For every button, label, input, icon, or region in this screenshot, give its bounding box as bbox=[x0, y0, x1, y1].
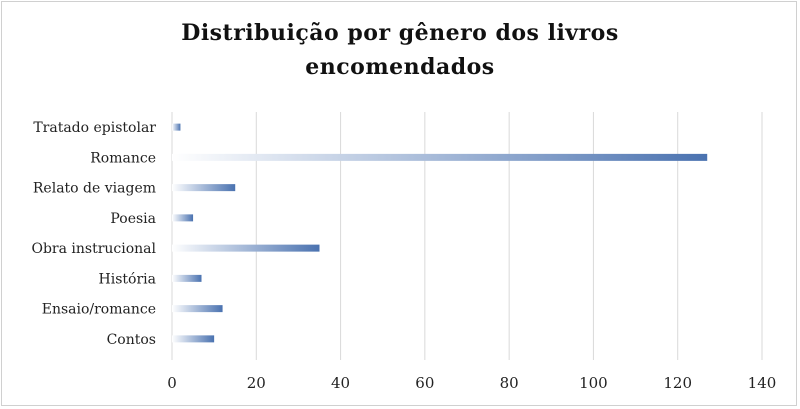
chart-title: Distribuição por gênero dos livros encom… bbox=[2, 16, 798, 84]
x-tick-label: 80 bbox=[500, 374, 519, 392]
category-label: Relato de viagem bbox=[33, 181, 156, 197]
category-label: Contos bbox=[107, 332, 156, 348]
x-tick-label: 120 bbox=[663, 374, 692, 392]
category-label: Ensaio/romance bbox=[42, 302, 156, 318]
bars bbox=[172, 123, 708, 343]
x-tick-label: 140 bbox=[748, 374, 777, 392]
x-tick-label: 20 bbox=[247, 374, 266, 392]
bar bbox=[172, 335, 215, 343]
x-tick-label: 60 bbox=[415, 374, 434, 392]
chart-title-line-2: encomendados bbox=[305, 54, 495, 80]
category-label: Romance bbox=[90, 150, 156, 166]
x-tick-label: 40 bbox=[331, 374, 350, 392]
bar bbox=[172, 123, 181, 131]
category-label: Tratado epistolar bbox=[33, 120, 156, 136]
category-label: História bbox=[99, 271, 156, 287]
x-tick-labels: 0 20 40 60 80 100 120 140 bbox=[167, 374, 776, 392]
x-tick-label: 0 bbox=[167, 374, 177, 392]
category-label: Poesia bbox=[110, 211, 156, 227]
bar bbox=[172, 214, 194, 222]
gridlines bbox=[171, 112, 763, 360]
category-labels: Tratado epistolar Romance Relato de viagem… bbox=[31, 120, 156, 348]
bar bbox=[172, 184, 236, 192]
bar bbox=[172, 274, 202, 282]
x-tick-label: 100 bbox=[579, 374, 608, 392]
bar bbox=[172, 153, 708, 161]
chart-title-line-1: Distribuição por gênero dos livros bbox=[181, 20, 619, 46]
bar bbox=[172, 305, 223, 313]
category-label: Obra instrucional bbox=[31, 241, 156, 257]
bar bbox=[172, 244, 320, 252]
